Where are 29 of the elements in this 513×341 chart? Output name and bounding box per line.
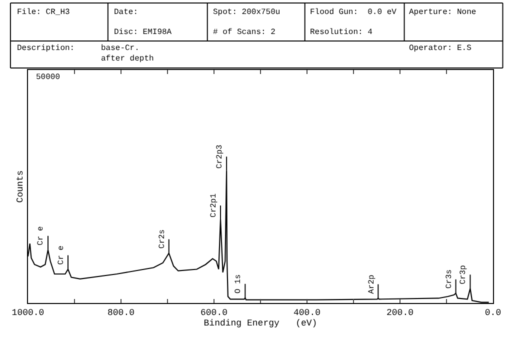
x-tick-label: 1000.0 <box>12 308 44 318</box>
text: Spot: 200x750u <box>213 8 280 17</box>
annotation: Ar2p <box>367 274 376 294</box>
text: Disc: EMI98A <box>114 28 172 37</box>
x-axis-title: Binding Energy (eV) <box>204 318 318 329</box>
text: 50000 <box>36 73 60 82</box>
annotation: Cr3p <box>459 264 468 284</box>
annotation: O 1s <box>234 274 243 294</box>
annotation: Cr2p1 <box>210 193 219 218</box>
x-tick-label: 0.0 <box>484 308 502 318</box>
annotation: Cr e <box>57 245 66 265</box>
annotation: Cr e <box>36 226 46 246</box>
x-tick-label: 400.0 <box>293 308 321 318</box>
text: Description: <box>17 44 75 53</box>
x-tick-label: 600.0 <box>200 308 228 318</box>
text: base-Cr. after depth <box>101 44 154 64</box>
text: Resolution: 4 <box>310 28 373 37</box>
annotation: Cr2p3 <box>215 144 224 169</box>
text: Aperture: None <box>409 8 476 17</box>
text: Date: <box>114 8 138 17</box>
annotation: Cr3s <box>444 269 454 289</box>
text: # of Scans: 2 <box>213 28 276 37</box>
text: Flood Gun: 0.0 eV <box>310 8 397 17</box>
annotation: Cr2s <box>158 229 168 249</box>
text: File: CR_H3 <box>17 8 70 17</box>
text: Operator: E.S <box>409 44 472 53</box>
x-tick-label: 800.0 <box>107 308 135 318</box>
y-axis-title: Counts <box>15 170 26 203</box>
x-tick-label: 200.0 <box>386 308 414 318</box>
